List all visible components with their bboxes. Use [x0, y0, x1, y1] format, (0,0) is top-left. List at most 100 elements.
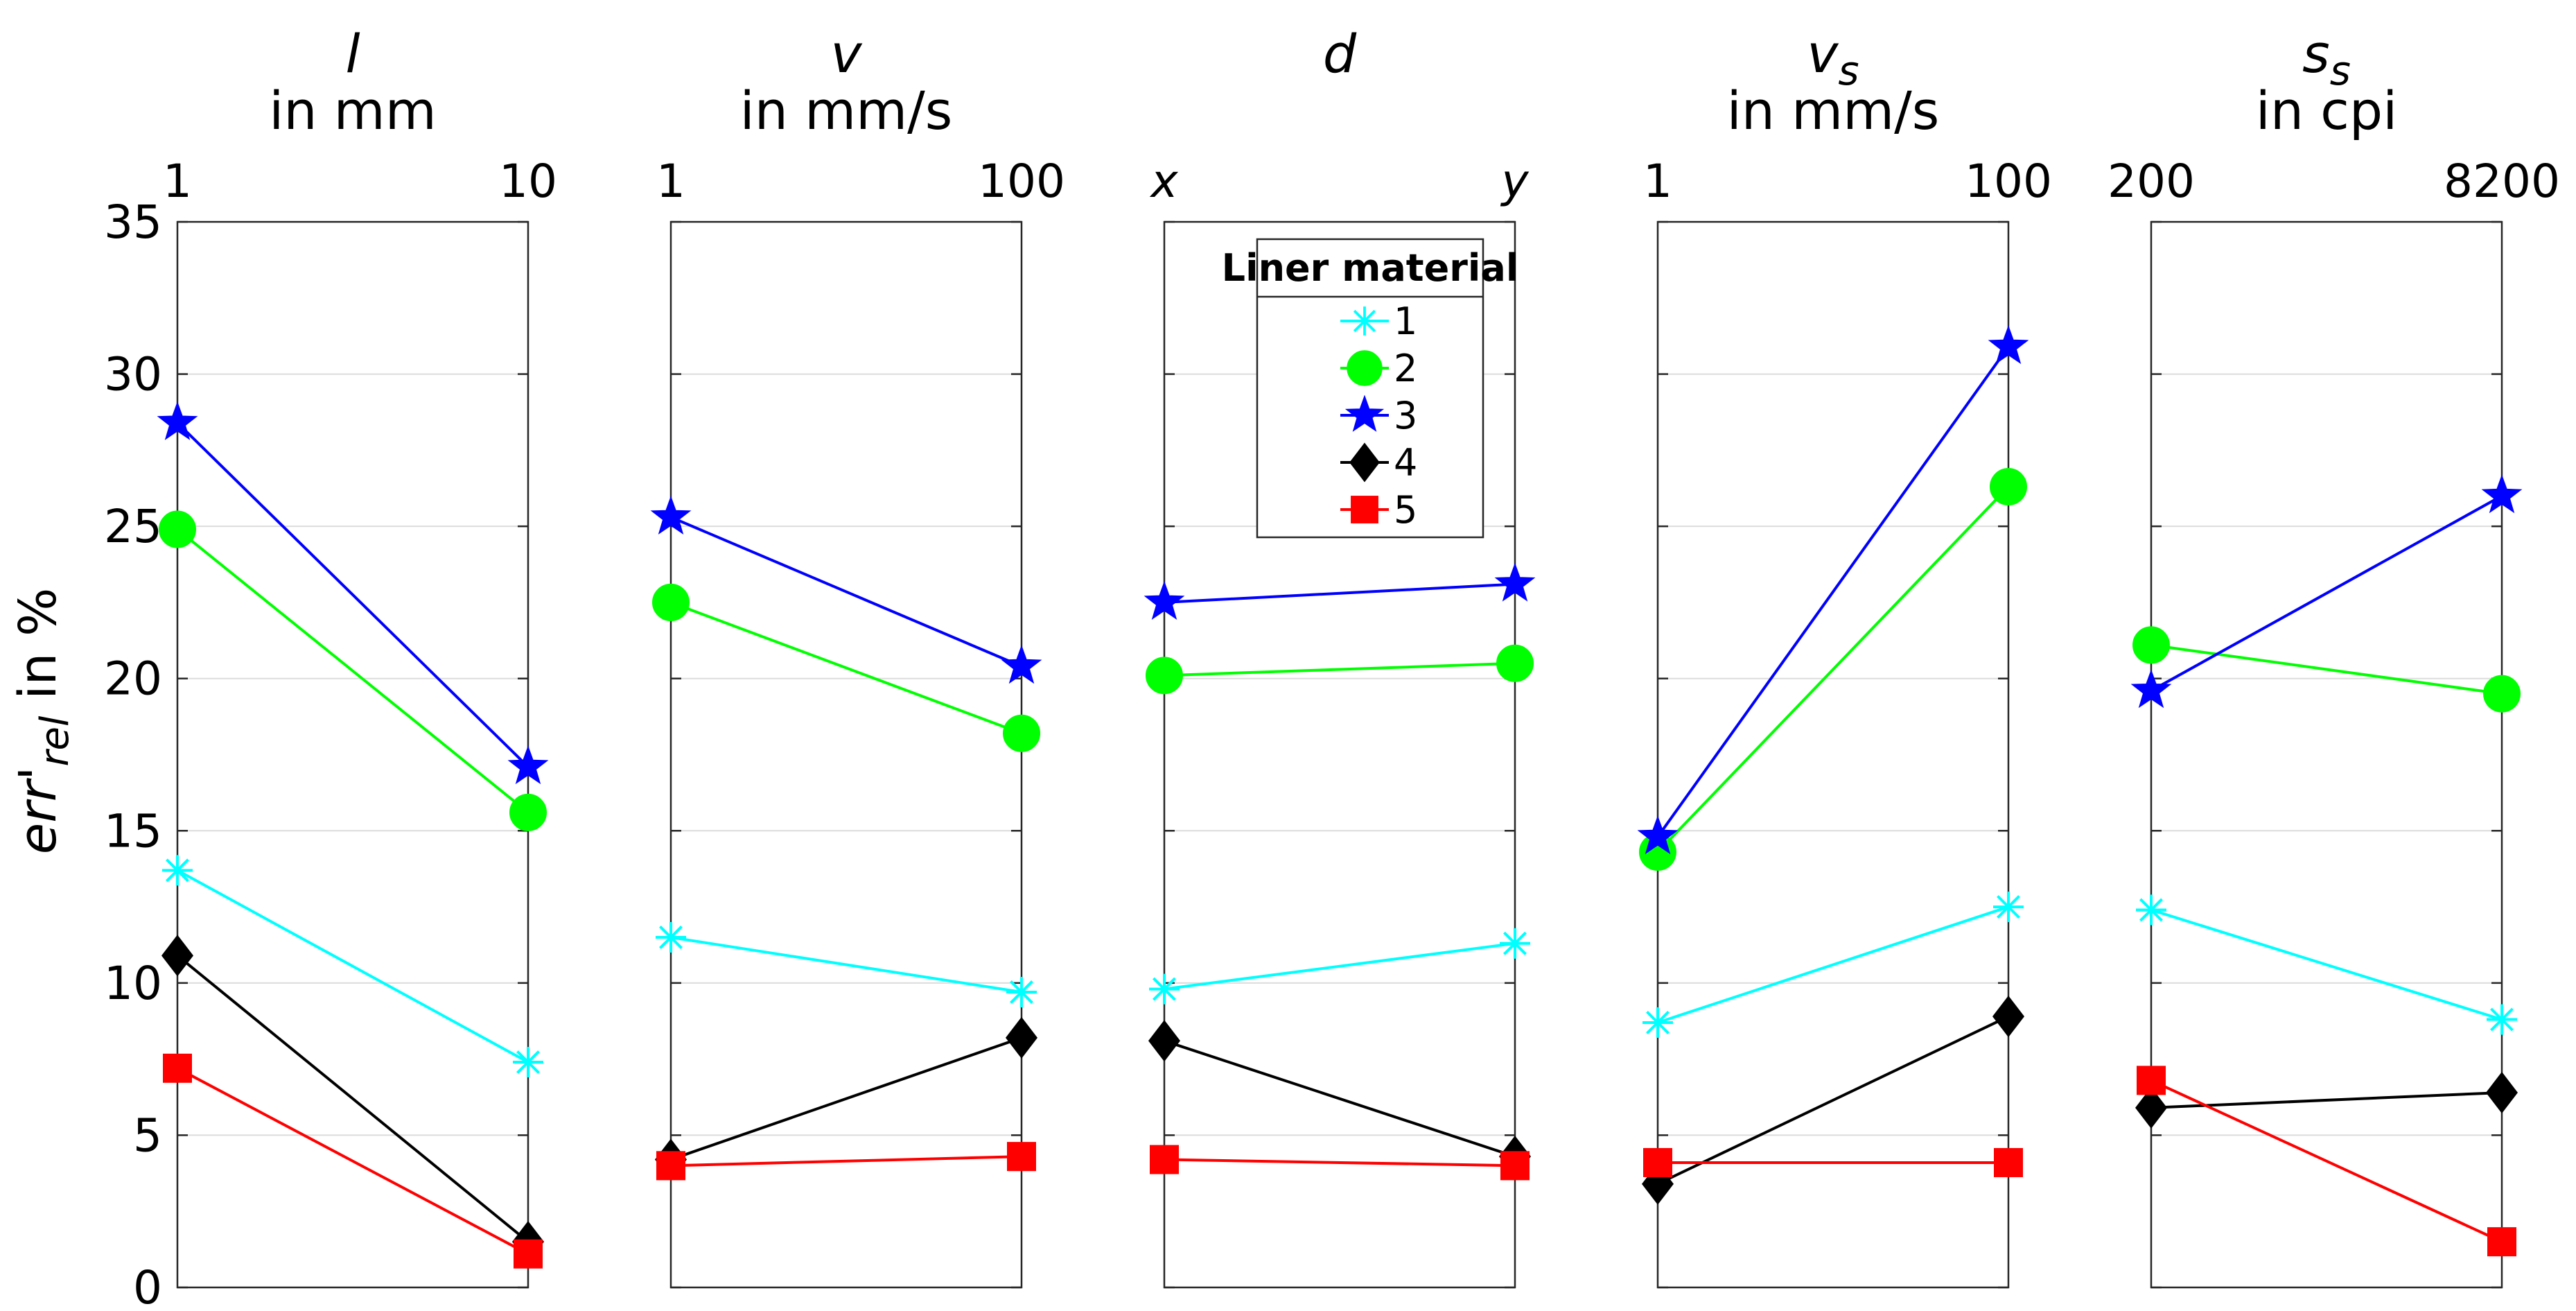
legend-box — [1256, 238, 1484, 539]
series-5-point — [163, 1053, 192, 1083]
series-1-point — [1642, 1007, 1673, 1038]
y-tick-label: 30 — [104, 348, 162, 401]
panel-title-variable: l — [345, 23, 360, 85]
series-4-line — [2150, 1091, 2503, 1109]
series-5-point — [1643, 1147, 1672, 1177]
panel-title-unit: in mm — [269, 80, 437, 141]
series-1-point — [162, 855, 193, 886]
legend-title: Liner material — [1222, 246, 1519, 290]
series-3-line — [1164, 582, 1516, 604]
legend-marker — [1350, 306, 1379, 336]
series-2-line — [2150, 643, 2503, 695]
x-tick-label: 200 — [2108, 155, 2195, 208]
series-4-line — [1164, 1039, 1516, 1158]
panel-title-unit: in mm/s — [1727, 80, 1940, 141]
series-5-line — [1164, 1158, 1516, 1167]
series-1-line — [1657, 905, 2009, 1024]
series-3-line — [1656, 345, 2010, 838]
panel-title-variable: ss — [2302, 23, 2351, 94]
axis-box — [1163, 220, 1516, 1289]
y-tick-label: 20 — [104, 652, 162, 706]
axis-box — [1656, 220, 2010, 1289]
series-2-point — [1990, 468, 2027, 506]
series-3-point — [2130, 669, 2172, 709]
series-3-point — [507, 745, 549, 785]
series-4-point — [161, 935, 193, 977]
axis-box — [669, 220, 1023, 1289]
series-4-point — [2486, 1071, 2518, 1113]
series-3-point — [157, 401, 198, 440]
axis-box — [176, 220, 529, 1289]
series-1-point — [1993, 892, 2024, 923]
series-2-point — [1496, 644, 1534, 682]
x-tick-label: 8200 — [2444, 155, 2560, 208]
series-2-line — [1164, 661, 1516, 677]
series-4-point — [1148, 1020, 1180, 1062]
series-5-line — [177, 1067, 529, 1256]
series-4-point — [2135, 1086, 2167, 1129]
series-3-line — [2150, 494, 2503, 693]
series-1-line — [2150, 908, 2503, 1021]
series-1-line — [177, 869, 529, 1063]
series-3-point — [1144, 580, 1185, 620]
y-tick-label: 35 — [104, 196, 162, 249]
series-2-line — [1656, 485, 2010, 853]
x-tick-label: x — [1149, 155, 1178, 208]
series-5-point — [514, 1239, 543, 1269]
series-5-point — [656, 1151, 685, 1181]
series-3-point — [1637, 815, 1679, 855]
series-5-point — [2487, 1227, 2516, 1257]
series-4-line — [176, 954, 529, 1243]
panel-title-variable: v — [831, 23, 863, 85]
x-tick-label: y — [1500, 155, 1529, 208]
series-2-line — [176, 528, 529, 814]
series-3-line — [176, 422, 529, 768]
legend-marker — [1349, 442, 1380, 483]
series-2-point — [2483, 675, 2521, 713]
series-2-point — [1003, 714, 1040, 752]
y-tick-label: 5 — [133, 1109, 162, 1162]
series-5-point — [2137, 1066, 2166, 1095]
panel-title-unit: in mm/s — [740, 80, 953, 141]
panel-title-variable: d — [1323, 23, 1357, 85]
series-1-line — [670, 936, 1022, 994]
series-1-point — [1149, 973, 1180, 1005]
series-4-point — [1992, 996, 2024, 1038]
series-3-point — [1988, 325, 2029, 365]
panel-title-unit: in cpi — [2256, 80, 2398, 141]
legend-label: 1 — [1394, 299, 1417, 343]
series-3-line — [670, 516, 1022, 668]
series-5-point — [1007, 1142, 1036, 1172]
series-1-point — [2136, 894, 2166, 926]
x-tick-label: 1 — [656, 155, 685, 208]
x-tick-label: 1 — [163, 155, 192, 208]
series-1-point — [656, 921, 686, 953]
series-1-line — [1164, 941, 1516, 991]
series-1-point — [1500, 928, 1530, 959]
series-3-point — [2481, 474, 2523, 514]
series-5-point — [1994, 1147, 2023, 1177]
y-tick-label: 25 — [104, 500, 162, 553]
series-4-line — [670, 1036, 1022, 1161]
y-tick-label: 10 — [104, 957, 162, 1010]
series-5-line — [670, 1155, 1022, 1167]
legend-marker — [1351, 496, 1378, 523]
legend-entry-2: 2 — [1340, 347, 1417, 390]
legend-entry-1: 1 — [1340, 299, 1417, 343]
legend-label: 4 — [1394, 441, 1417, 485]
panel-title-variable: vs — [1807, 23, 1859, 94]
panel-v: vin mm/s 1 100 — [650, 23, 1065, 1289]
series-2-point — [2132, 626, 2170, 664]
x-tick-label: 1 — [1643, 155, 1672, 208]
x-tick-label: 100 — [978, 155, 1065, 208]
y-axis-label: err'rel in % — [8, 588, 78, 855]
legend-label: 3 — [1394, 394, 1417, 437]
x-tick-label: 10 — [499, 155, 557, 208]
series-5-point — [1150, 1145, 1179, 1174]
series-2-point — [509, 793, 547, 831]
x-tick-label: 100 — [1965, 155, 2052, 208]
